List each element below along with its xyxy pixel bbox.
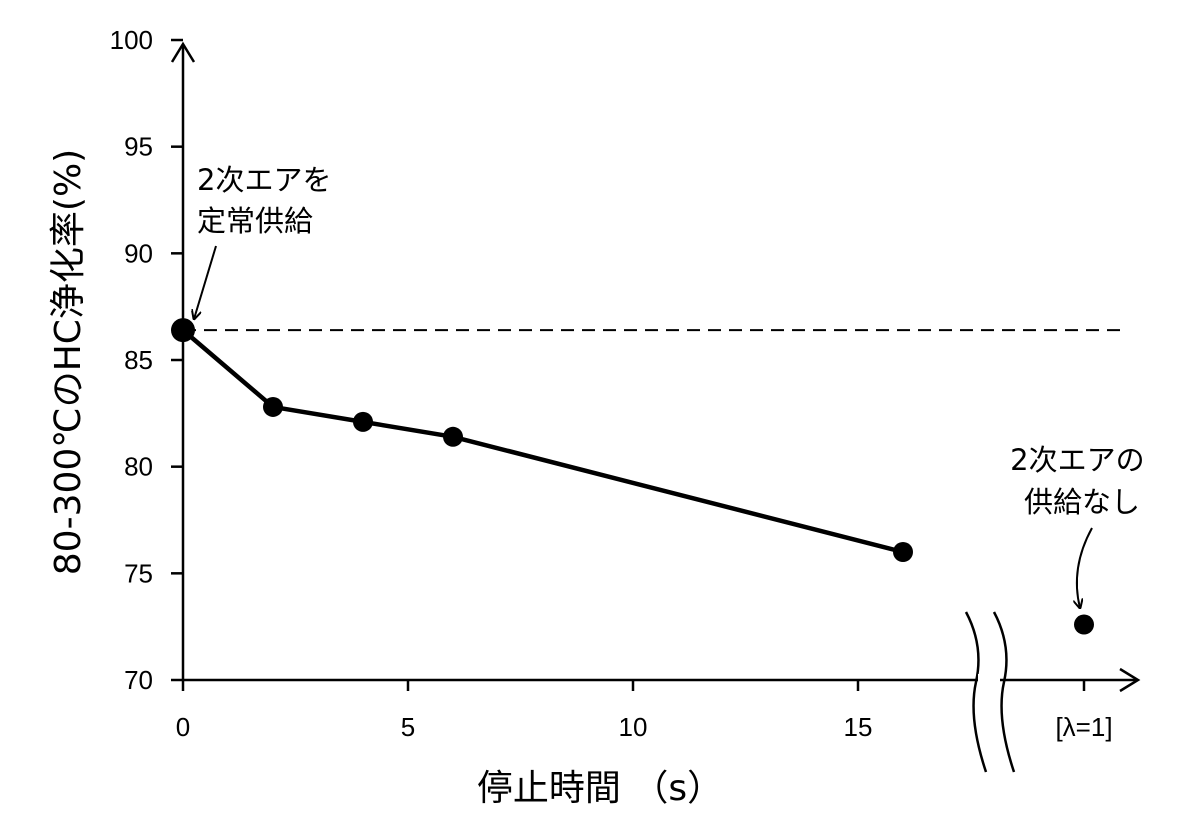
x-tick-label-15: 15: [844, 712, 873, 742]
x-axis-title: 停止時間 （s）: [477, 768, 723, 809]
annotation-no-air: 2次エアの 供給なし: [1010, 443, 1154, 519]
annotation-arrow-icon: [1077, 527, 1093, 608]
y-tick-label-80: 80: [124, 452, 153, 482]
x-tick-label-separate: [λ=1]: [1055, 712, 1112, 742]
axis-break-icon: [964, 611, 1016, 773]
y-tick-label-95: 95: [124, 132, 153, 162]
y-tick-label-75: 75: [124, 558, 153, 588]
separate-data-point: [1074, 614, 1094, 635]
x-axis-arrow-icon: [1119, 667, 1141, 693]
data-point-4: [893, 542, 913, 563]
annotation-arrow-icon: [194, 245, 217, 319]
data-point-3: [443, 426, 463, 447]
data-point-1: [263, 396, 283, 417]
y-tick-label-100: 100: [110, 25, 153, 55]
x-tick-label-0: 0: [176, 712, 190, 742]
y-tick-label-70: 70: [124, 665, 153, 695]
data-point-0: [171, 318, 195, 343]
x-tick-label-5: 5: [401, 712, 415, 742]
data-point-2: [353, 411, 373, 432]
series-line: [181, 328, 904, 555]
y-tick-label-90: 90: [124, 238, 153, 268]
y-tick-label-85: 85: [124, 345, 153, 375]
x-tick-label-10: 10: [619, 712, 648, 742]
y-axis-arrow-icon: [170, 41, 196, 63]
y-axis-title: 80-300℃のHC浄化率(%): [48, 149, 89, 575]
annotation-steady-air: 2次エアを 定常供給: [197, 163, 341, 238]
